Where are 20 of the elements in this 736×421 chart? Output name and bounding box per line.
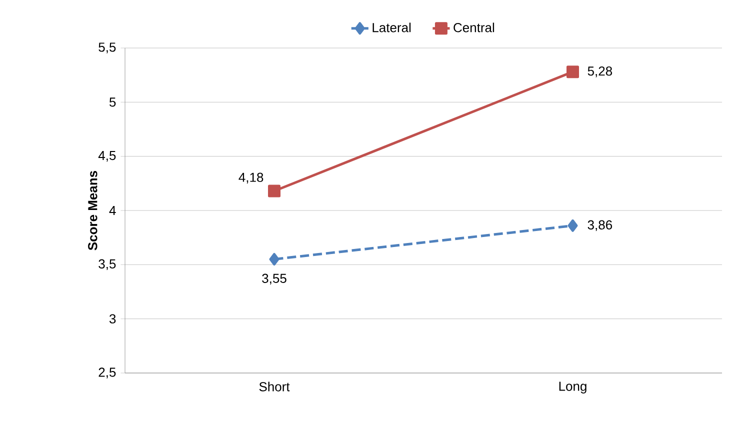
- point: [268, 184, 280, 198]
- y-axis-title: Score Means: [88, 170, 98, 250]
- y-tick-label: 5,5: [98, 42, 116, 54]
- legend-label: Lateral: [372, 22, 411, 32]
- point: [566, 66, 580, 78]
- y-tick-label: 2,5: [98, 368, 116, 378]
- x-tick-label: Short: [259, 382, 290, 392]
- y-tick-label: 4: [109, 206, 116, 215]
- x-tick-label: Long: [559, 382, 586, 394]
- y-tick-label: 4,5: [98, 151, 116, 162]
- y-tick-label: 3,5: [98, 259, 116, 270]
- y-tick-label: 5: [109, 98, 116, 107]
- data-label: 3,55: [262, 274, 286, 285]
- point: [269, 253, 280, 266]
- y-tick-label: 3: [109, 314, 116, 324]
- data-label: 4,18: [238, 172, 264, 184]
- legend-label: Central: [454, 22, 494, 32]
- data-label: 3,86: [588, 220, 612, 232]
- data-label: 5,28: [588, 66, 612, 78]
- point: [568, 219, 578, 232]
